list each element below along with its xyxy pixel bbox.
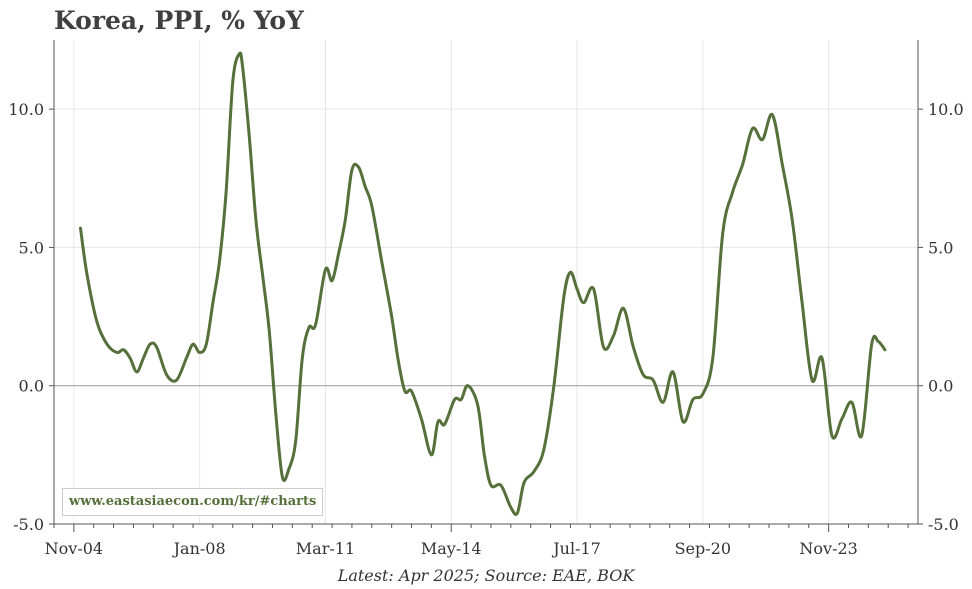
series-layer [79, 51, 887, 516]
left-y-tick-label: 0.0 [19, 377, 44, 396]
chart-axes: -5.0 -5.0 0.0 0.0 5.0 5.0 10.0 10.0 Nov-04 Jan-08… [8, 40, 964, 558]
left-y-tick-label: -5.0 [13, 515, 44, 534]
x-tick-label: Nov-23 [799, 539, 857, 558]
right-y-tick-label: 5.0 [928, 238, 953, 257]
x-tick-label: Jan-08 [172, 539, 226, 558]
x-tick-label: May-14 [421, 539, 482, 558]
left-y-tick-label: 10.0 [8, 100, 44, 119]
right-y-tick-label: 10.0 [928, 100, 964, 119]
grid-lines [54, 40, 918, 525]
x-tick-label: Nov-04 [45, 539, 103, 558]
chart-title: Korea, PPI, % YoY [54, 6, 304, 35]
x-tick-label: Jul-17 [551, 539, 601, 558]
right-y-tick-label: -5.0 [928, 515, 959, 534]
series-line [79, 51, 887, 516]
chart-footer: Latest: Apr 2025; Source: EAE, BOK [337, 566, 635, 585]
right-y-tick-label: 0.0 [928, 377, 953, 396]
x-tick-label: Sep-20 [675, 539, 731, 558]
left-y-tick-label: 5.0 [19, 238, 44, 257]
x-tick-label: Mar-11 [296, 539, 355, 558]
watermark-link[interactable]: www.eastasiaecon.com/kr/#charts [62, 488, 324, 516]
